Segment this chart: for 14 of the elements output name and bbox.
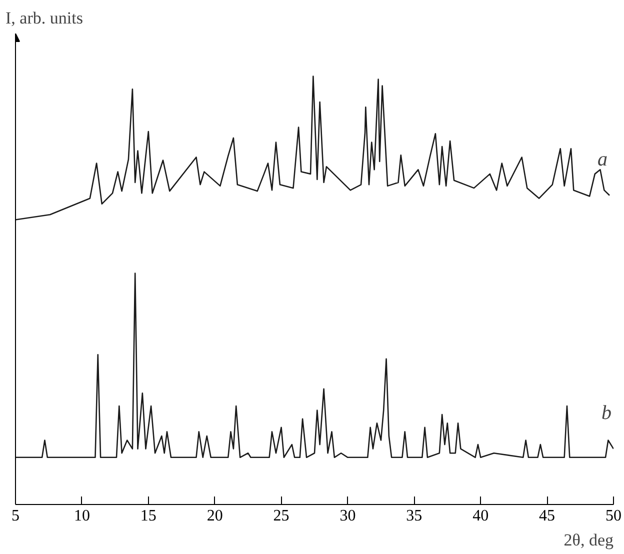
- x-tick-label: 25: [273, 508, 290, 524]
- y-axis-title: I, arb. units: [6, 8, 83, 28]
- x-tick-label: 20: [206, 508, 223, 524]
- x-tick-label: 35: [406, 508, 422, 524]
- x-axis-title: 2θ, deg: [564, 530, 614, 550]
- series-label: a: [598, 148, 608, 170]
- x-tick-label: 45: [539, 508, 556, 524]
- x-tick-label: 5: [12, 508, 20, 524]
- x-tick-label: 15: [140, 508, 156, 524]
- x-tick-label: 10: [74, 508, 90, 524]
- x-tick-label: 50: [606, 508, 622, 524]
- x-tick-label: 40: [472, 508, 489, 524]
- series-label: b: [602, 402, 612, 424]
- x-tick-label: 30: [340, 508, 356, 524]
